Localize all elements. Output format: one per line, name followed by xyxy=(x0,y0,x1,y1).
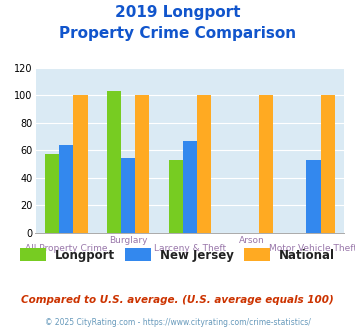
Bar xyxy=(183,141,197,233)
Bar xyxy=(306,160,321,233)
Text: Property Crime Comparison: Property Crime Comparison xyxy=(59,26,296,41)
Bar xyxy=(107,91,121,233)
Bar xyxy=(121,158,135,233)
Text: All Property Crime: All Property Crime xyxy=(25,244,108,252)
Bar xyxy=(59,145,73,233)
Bar xyxy=(45,154,59,233)
Text: Larceny & Theft: Larceny & Theft xyxy=(154,244,226,252)
Text: © 2025 CityRating.com - https://www.cityrating.com/crime-statistics/: © 2025 CityRating.com - https://www.city… xyxy=(45,318,310,327)
Bar xyxy=(197,95,211,233)
Text: Burglary: Burglary xyxy=(109,236,147,245)
Text: Arson: Arson xyxy=(239,236,264,245)
Text: Motor Vehicle Theft: Motor Vehicle Theft xyxy=(269,244,355,252)
Bar xyxy=(321,95,335,233)
Bar xyxy=(135,95,149,233)
Bar xyxy=(73,95,88,233)
Bar xyxy=(259,95,273,233)
Bar xyxy=(169,160,183,233)
Text: Compared to U.S. average. (U.S. average equals 100): Compared to U.S. average. (U.S. average … xyxy=(21,295,334,305)
Legend: Longport, New Jersey, National: Longport, New Jersey, National xyxy=(15,244,340,266)
Text: 2019 Longport: 2019 Longport xyxy=(115,5,240,20)
